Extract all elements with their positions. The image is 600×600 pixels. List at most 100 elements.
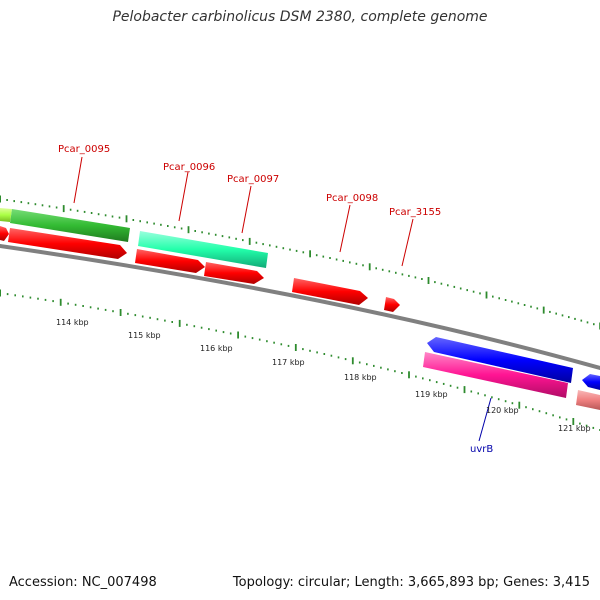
minor-tick — [160, 223, 162, 226]
minor-tick — [470, 390, 473, 393]
minor-tick — [201, 231, 203, 234]
minor-tick — [37, 297, 39, 300]
topology-text: Topology: circular; Length: 3,665,893 bp… — [232, 575, 590, 590]
minor-tick — [67, 302, 69, 305]
minor-tick — [329, 257, 331, 259]
minor-tick — [523, 304, 526, 306]
minor-tick — [97, 213, 100, 216]
cds-arrow-pcar3155[interactable] — [384, 297, 400, 312]
cds-arrow-pcar0095[interactable] — [8, 228, 127, 259]
minor-tick — [104, 308, 107, 311]
minor-tick — [422, 377, 424, 380]
feature-lime-fragment[interactable] — [0, 208, 12, 222]
minor-tick — [82, 305, 84, 307]
minor-tick — [585, 424, 588, 427]
feature-salmon-fragment[interactable] — [576, 390, 600, 410]
gene-label-pcar0096: Pcar_0096 — [163, 162, 215, 173]
minor-tick — [549, 310, 551, 313]
minor-tick — [580, 319, 583, 322]
major-tick — [248, 237, 251, 245]
major-tick — [463, 386, 466, 394]
minor-tick — [83, 210, 86, 213]
feature-green-pcar0095[interactable] — [10, 209, 130, 242]
minor-tick — [111, 215, 114, 218]
minor-tick — [453, 285, 456, 288]
cds-arrow-pcar0096[interactable] — [135, 249, 205, 273]
minor-tick — [251, 337, 254, 340]
minor-tick — [586, 321, 589, 324]
minor-tick — [401, 372, 403, 374]
minor-tick — [421, 278, 423, 280]
cds-arrow-fragment[interactable] — [0, 226, 9, 241]
minor-tick — [104, 214, 107, 217]
minor-tick — [498, 297, 500, 300]
feature-teal-pcar0096[interactable] — [138, 231, 268, 268]
minor-tick — [545, 412, 548, 415]
minor-tick — [330, 354, 333, 357]
minor-tick — [323, 353, 326, 355]
minor-tick — [449, 384, 452, 387]
minor-tick — [395, 271, 397, 274]
cds-arrow-pcar0098[interactable] — [292, 278, 368, 305]
scale-label: 119 kbp — [415, 390, 448, 399]
gene-label-uvrb: uvrB — [470, 444, 493, 455]
minor-tick — [139, 220, 141, 223]
minor-tick — [559, 416, 561, 419]
major-tick — [294, 344, 297, 351]
minor-tick — [186, 323, 188, 326]
feature-pink-uvrb[interactable] — [423, 352, 568, 398]
minor-tick — [337, 356, 340, 359]
major-tick — [427, 277, 430, 284]
minor-tick — [118, 216, 121, 219]
minor-tick — [302, 251, 305, 254]
major-tick — [237, 331, 239, 339]
minor-tick — [408, 274, 410, 277]
minor-tick — [362, 264, 364, 267]
scale-label: 118 kbp — [344, 373, 377, 382]
minor-tick — [280, 343, 283, 346]
minor-tick — [552, 414, 554, 417]
feature-blue-fragment[interactable] — [582, 374, 600, 390]
major-tick — [0, 195, 1, 203]
minor-tick — [289, 248, 291, 251]
minor-tick — [525, 406, 527, 409]
minor-tick — [141, 315, 144, 318]
major-tick — [351, 357, 354, 365]
minor-tick — [127, 312, 129, 315]
minor-tick — [447, 284, 449, 287]
minor-tick — [287, 344, 290, 347]
minor-tick — [149, 316, 151, 319]
minor-tick — [27, 202, 30, 205]
minor-tick — [41, 204, 44, 207]
map-title: Pelobacter carbinolicus DSM 2380, comple… — [112, 9, 488, 25]
minor-tick — [491, 396, 493, 399]
cds-arrow-pcar0097[interactable] — [204, 262, 264, 284]
gene-label-pcar0098: Pcar_0098 — [326, 193, 378, 204]
minor-tick — [20, 201, 23, 204]
label-leaders — [73, 156, 492, 442]
major-tick — [178, 319, 181, 327]
minor-tick — [466, 289, 468, 292]
major-tick — [0, 289, 1, 297]
feature-blue-uvrb[interactable] — [427, 337, 573, 383]
minor-tick — [440, 282, 443, 285]
major-tick — [518, 401, 521, 409]
minor-tick — [242, 239, 244, 242]
minor-tick — [479, 292, 481, 295]
minor-tick — [511, 300, 513, 303]
minor-tick — [221, 235, 224, 238]
minor-tick — [69, 208, 72, 211]
minor-tick — [456, 386, 459, 389]
major-tick — [368, 263, 371, 271]
minor-tick — [193, 325, 196, 328]
gene-label-pcar3155: Pcar_3155 — [389, 207, 441, 218]
minor-tick — [302, 348, 304, 351]
minor-tick — [222, 331, 225, 334]
minor-tick — [511, 402, 514, 405]
minor-tick — [52, 300, 54, 303]
minor-tick — [258, 338, 261, 341]
minor-tick — [215, 329, 217, 332]
minor-tick — [229, 332, 232, 335]
minor-tick — [536, 307, 539, 310]
